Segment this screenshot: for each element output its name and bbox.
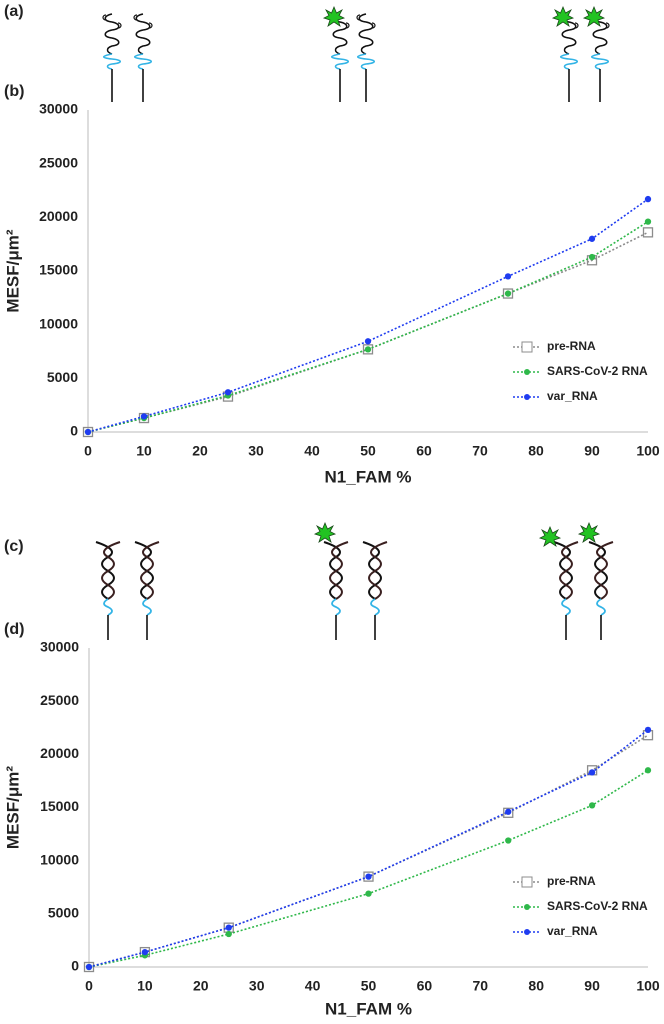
marker xyxy=(644,195,652,203)
marker xyxy=(505,837,512,844)
legend-marker xyxy=(524,394,530,400)
x-tick-label: 30 xyxy=(248,443,264,459)
y-tick-label: 0 xyxy=(71,958,79,974)
x-tick-label: 10 xyxy=(137,978,153,994)
marker xyxy=(84,428,92,436)
marker xyxy=(85,963,93,971)
x-tick-label: 20 xyxy=(193,978,209,994)
y-tick-label: 20000 xyxy=(39,208,78,224)
marker xyxy=(644,218,652,225)
x-tick-label: 0 xyxy=(85,978,93,994)
marker xyxy=(505,808,512,815)
marker xyxy=(225,930,232,938)
marker xyxy=(364,346,372,353)
legend-marker xyxy=(524,929,530,935)
y-tick-label: 0 xyxy=(70,423,78,439)
x-tick-label: 0 xyxy=(84,443,92,459)
legend-label: var_RNA xyxy=(547,924,598,938)
marker xyxy=(504,273,512,280)
marker xyxy=(365,873,372,880)
x-tick-label: 10 xyxy=(136,443,152,459)
legend-label: SARS-CoV-2 RNA xyxy=(547,364,648,378)
x-axis-title: N1_FAM % xyxy=(325,467,412,486)
marker xyxy=(588,769,596,776)
x-tick-label: 80 xyxy=(528,978,544,994)
marker xyxy=(503,807,514,818)
panel-label: (b) xyxy=(4,83,24,100)
legend-marker xyxy=(521,876,533,888)
y-tick-label: 30000 xyxy=(40,639,79,655)
x-tick-label: 40 xyxy=(305,978,321,994)
y-axis-title: MESF/μm² xyxy=(3,229,22,312)
legend-marker xyxy=(521,341,533,353)
marker xyxy=(642,227,654,238)
marker xyxy=(225,924,232,931)
x-tick-label: 90 xyxy=(584,978,600,994)
marker xyxy=(504,290,512,297)
y-tick-label: 15000 xyxy=(39,262,78,278)
y-tick-label: 25000 xyxy=(39,154,78,170)
marker xyxy=(588,802,596,809)
marker xyxy=(502,288,514,299)
marker xyxy=(363,871,374,882)
x-tick-label: 50 xyxy=(360,443,376,459)
x-tick-label: 20 xyxy=(192,443,208,459)
marker xyxy=(82,426,94,438)
marker xyxy=(141,948,149,956)
chart: (d) 0 5000 10000 15000 20000 25000 30000 0 10 20 30… xyxy=(3,621,659,1018)
legend-marker xyxy=(524,369,530,375)
marker xyxy=(365,890,372,897)
legend-label: pre-RNA xyxy=(547,339,596,353)
marker xyxy=(364,338,372,345)
x-tick-label: 80 xyxy=(528,443,544,459)
x-tick-label: 50 xyxy=(361,978,377,994)
x-tick-label: 30 xyxy=(249,978,265,994)
x-tick-label: 60 xyxy=(416,443,432,459)
y-tick-label: 20000 xyxy=(40,745,79,761)
marker xyxy=(83,961,95,973)
y-tick-label: 25000 xyxy=(40,692,79,708)
y-tick-label: 30000 xyxy=(39,101,78,117)
x-tick-label: 70 xyxy=(473,978,489,994)
panel-label: (a) xyxy=(4,3,24,20)
x-tick-label: 100 xyxy=(636,443,660,459)
marker xyxy=(362,344,374,355)
y-axis-title: MESF/μm² xyxy=(3,766,22,849)
legend-label: var_RNA xyxy=(547,389,598,403)
x-tick-label: 90 xyxy=(584,443,600,459)
legend-label: SARS-CoV-2 RNA xyxy=(547,899,648,913)
marker xyxy=(588,253,596,261)
x-tick-label: 70 xyxy=(472,443,488,459)
y-tick-label: 15000 xyxy=(40,798,79,814)
marker xyxy=(644,726,652,734)
y-tick-label: 10000 xyxy=(40,851,79,867)
y-tick-label: 10000 xyxy=(39,315,78,331)
x-tick-label: 40 xyxy=(304,443,320,459)
panel-label: (c) xyxy=(4,538,24,555)
y-tick-label: 5000 xyxy=(47,369,78,385)
x-axis-title: N1_FAM % xyxy=(325,999,412,1018)
legend-label: pre-RNA xyxy=(547,874,596,888)
marker xyxy=(588,235,596,242)
marker xyxy=(140,413,148,420)
panel-label: (d) xyxy=(4,621,24,638)
illustration-c: (c) xyxy=(4,522,614,641)
x-tick-label: 100 xyxy=(636,978,660,994)
marker xyxy=(644,767,652,774)
chart: (b) 0 5000 10000 15000 20000 25000 30000 0 10 20 30… xyxy=(3,83,659,486)
y-tick-label: 5000 xyxy=(48,905,79,921)
legend-marker xyxy=(524,904,530,910)
illustration-a: (a) xyxy=(4,3,610,103)
x-tick-label: 60 xyxy=(417,978,433,994)
marker xyxy=(224,389,232,396)
